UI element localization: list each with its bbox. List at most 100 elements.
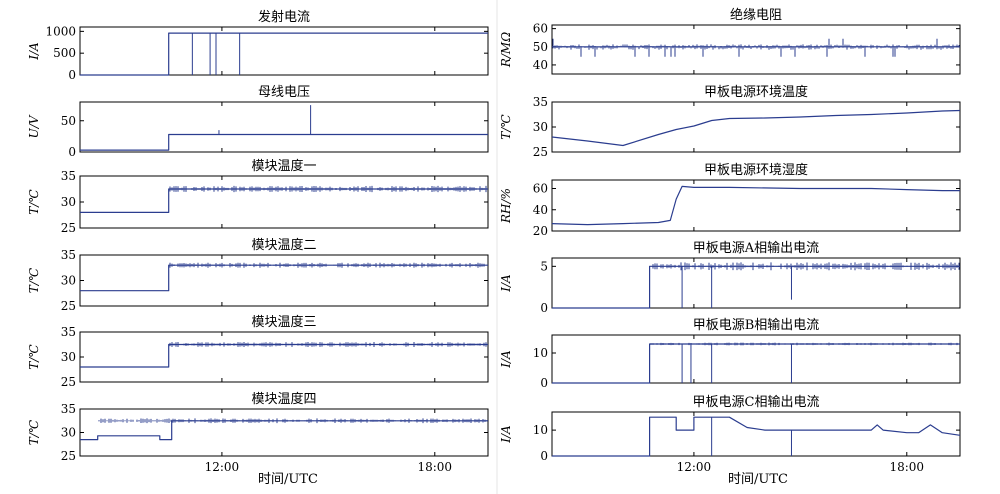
chart-0-frame bbox=[79, 26, 489, 76]
chart-8: 甲板电源环境湿度 RH/% 20 40 60 bbox=[499, 162, 961, 238]
chart-1: 母线电压 U/V 0 50 bbox=[27, 85, 489, 159]
chart-6-ylabel: R/MΩ bbox=[499, 32, 513, 68]
chart-9-ytick-label-0: 0 bbox=[540, 301, 548, 315]
chart-4-noise bbox=[169, 342, 487, 347]
chart-1-ylabel: U/V bbox=[27, 114, 41, 138]
chart-11-ylabel: I/A bbox=[499, 425, 513, 444]
chart-10-ytick-label-1: 10 bbox=[533, 346, 548, 360]
chart-3-title: 模块温度二 bbox=[251, 237, 316, 253]
chart-1-title: 母线电压 bbox=[258, 85, 310, 100]
chart-10-noise bbox=[650, 342, 960, 346]
chart-3-ytick-label-1: 30 bbox=[61, 274, 76, 288]
chart-2-frame bbox=[79, 175, 489, 229]
chart-1-series-0 bbox=[80, 133, 488, 151]
chart-10-frame bbox=[551, 334, 961, 384]
chart-11-xtick-label-0: 12:00 bbox=[677, 460, 712, 474]
chart-9-noise bbox=[652, 262, 960, 271]
chart-10-title: 甲板电源B相输出电流 bbox=[693, 317, 820, 333]
chart-11-xtick-label-1: 18:00 bbox=[889, 460, 924, 474]
chart-4-ytick-label-0: 25 bbox=[61, 375, 76, 389]
chart-11-frame bbox=[551, 411, 961, 457]
chart-2-noise bbox=[169, 185, 487, 193]
chart-8-ytick-label-1: 40 bbox=[533, 203, 548, 217]
chart-8-series-0 bbox=[551, 185, 960, 226]
chart-7-series-0 bbox=[551, 109, 961, 147]
chart-9-ylabel: I/A bbox=[499, 274, 513, 293]
chart-0-series-0 bbox=[80, 32, 488, 76]
chart-8-title: 甲板电源环境湿度 bbox=[704, 162, 808, 178]
chart-9-series-0 bbox=[552, 265, 960, 309]
chart-4: 模块温度三 T/℃ 25 30 35 bbox=[27, 314, 489, 389]
chart-5: 模块温度四 T/℃ 25 30 35 12:00 18:00 bbox=[27, 391, 489, 474]
chart-5-noise bbox=[98, 418, 488, 424]
chart-6-title: 绝缘电阻 bbox=[730, 7, 782, 23]
panels: 发射电流I/A05001000母线电压U/V050模块温度一T/℃253035模… bbox=[27, 7, 961, 474]
chart-7-ytick-label-2: 35 bbox=[533, 95, 548, 109]
chart-1-ytick-label-1: 50 bbox=[61, 114, 76, 128]
chart-9-title: 甲板电源A相输出电流 bbox=[693, 240, 819, 256]
chart-11-title: 甲板电源C相输出电流 bbox=[693, 394, 820, 410]
chart-8-frame bbox=[551, 179, 961, 232]
chart-1-ytick-label-0: 0 bbox=[68, 145, 76, 159]
chart-11: 甲板电源C相输出电流 I/A 0 10 12:00 18:00 bbox=[499, 394, 961, 474]
chart-10-series-0 bbox=[552, 343, 960, 384]
chart-3-frame bbox=[79, 254, 489, 307]
chart-3-noise bbox=[169, 262, 487, 268]
chart-6-ytick-label-1: 50 bbox=[533, 40, 548, 54]
chart-7-ytick-label-0: 25 bbox=[533, 145, 548, 159]
chart-2-title: 模块温度一 bbox=[251, 158, 316, 174]
chart-2-ytick-label-0: 25 bbox=[61, 221, 76, 235]
chart-4-title: 模块温度三 bbox=[251, 314, 316, 330]
chart-8-ytick-label-0: 20 bbox=[533, 224, 548, 238]
chart-8-ylabel: RH/% bbox=[499, 188, 513, 224]
chart-2-ylabel: T/℃ bbox=[27, 189, 41, 215]
chart-11-ytick-label-1: 10 bbox=[533, 423, 548, 437]
chart-2: 模块温度一 T/℃ 25 30 35 bbox=[27, 158, 489, 235]
chart-7-ytick-label-1: 30 bbox=[533, 120, 548, 134]
chart-5-frame bbox=[79, 408, 489, 457]
chart-7-ylabel: T/℃ bbox=[499, 114, 513, 140]
chart-6-noise bbox=[552, 38, 960, 57]
chart-0-title: 发射电流 bbox=[258, 9, 310, 25]
chart-7: 甲板电源环境温度 T/℃ 25 30 35 bbox=[499, 84, 961, 159]
chart-3-ytick-label-0: 25 bbox=[61, 299, 76, 313]
chart-11-series-0 bbox=[552, 416, 961, 457]
chart-6-ytick-label-2: 60 bbox=[533, 22, 548, 36]
chart-3-ytick-label-2: 35 bbox=[61, 248, 76, 262]
chart-2-ytick-label-2: 35 bbox=[61, 169, 76, 183]
chart-5-title: 模块温度四 bbox=[251, 391, 316, 407]
chart-5-ytick-label-2: 35 bbox=[61, 402, 76, 416]
chart-4-ytick-label-1: 30 bbox=[61, 350, 76, 364]
chart-6: 绝缘电阻 R/MΩ 40 50 60 bbox=[499, 7, 961, 75]
chart-9: 甲板电源A相输出电流 I/A 0 5 bbox=[499, 240, 961, 315]
chart-9-frame bbox=[551, 257, 961, 309]
chart-5-xtick-label-1: 18:00 bbox=[417, 460, 452, 474]
chart-8-ytick-label-2: 60 bbox=[533, 182, 548, 196]
chart-0-ytick-label-0: 0 bbox=[68, 68, 76, 82]
chart-4-ylabel: T/℃ bbox=[27, 344, 41, 370]
chart-4-frame bbox=[79, 331, 489, 383]
chart-10: 甲板电源B相输出电流 I/A 0 10 bbox=[499, 317, 961, 390]
chart-9-ytick-label-1: 5 bbox=[540, 259, 548, 273]
chart-5-ytick-label-1: 30 bbox=[61, 426, 76, 440]
chart-0-ylabel: I/A bbox=[27, 42, 41, 61]
x-axis-title-right: 时间/UTC bbox=[728, 472, 788, 487]
chart-2-series-0 bbox=[80, 188, 488, 213]
chart-4-series-0 bbox=[80, 343, 488, 368]
chart-5-ytick-label-0: 25 bbox=[61, 449, 76, 463]
x-axis-title-left: 时间/UTC bbox=[258, 472, 318, 487]
chart-6-ytick-label-0: 40 bbox=[533, 58, 548, 72]
chart-0: 发射电流 I/A 0 500 1000 bbox=[27, 9, 489, 82]
chart-3-series-0 bbox=[80, 264, 488, 292]
chart-6-frame bbox=[551, 24, 961, 75]
chart-3-ylabel: T/℃ bbox=[27, 267, 41, 293]
chart-0-ytick-label-2: 1000 bbox=[45, 24, 76, 38]
chart-1-frame bbox=[79, 101, 489, 153]
chart-2-ytick-label-1: 30 bbox=[61, 195, 76, 209]
chart-11-ytick-label-0: 0 bbox=[540, 449, 548, 463]
chart-7-title: 甲板电源环境温度 bbox=[704, 84, 808, 100]
chart-10-ytick-label-0: 0 bbox=[540, 376, 548, 390]
chart-4-ytick-label-2: 35 bbox=[61, 325, 76, 339]
chart-10-ylabel: I/A bbox=[499, 350, 513, 369]
